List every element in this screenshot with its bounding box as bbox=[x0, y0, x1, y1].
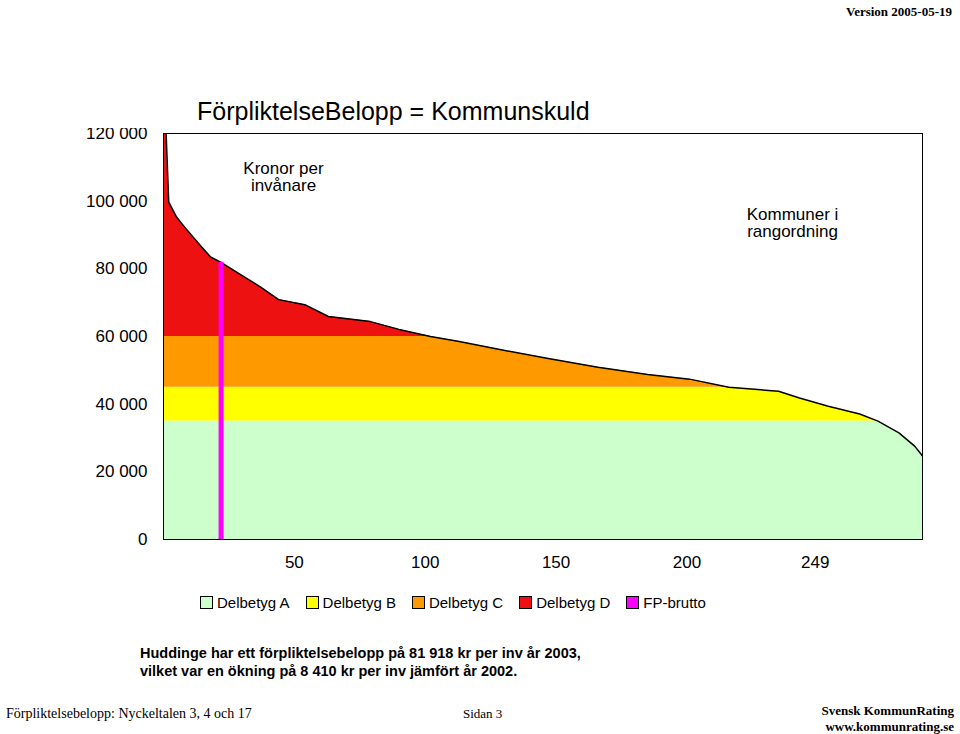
svg-text:50: 50 bbox=[285, 553, 304, 572]
svg-text:120 000: 120 000 bbox=[86, 128, 147, 143]
svg-text:Kommuner irangordning: Kommuner irangordning bbox=[747, 205, 839, 241]
svg-text:150: 150 bbox=[542, 553, 570, 572]
svg-text:40 000: 40 000 bbox=[96, 395, 148, 414]
svg-text:249: 249 bbox=[801, 553, 829, 572]
svg-text:Kronor perinvånare: Kronor perinvånare bbox=[243, 159, 324, 195]
html-text:Svensk KommunRating: Svensk KommunRating bbox=[821, 703, 954, 718]
svg-text:200: 200 bbox=[673, 553, 701, 572]
html-text:Delbetyg C: Delbetyg C bbox=[428, 594, 504, 611]
html-text:Huddinge har ett förpliktelseb: Huddinge har ett förpliktelsebelopp på 8… bbox=[140, 645, 581, 679]
svg-text:0: 0 bbox=[138, 530, 147, 549]
html-text:FörpliktelseBelopp = Kommunsku: FörpliktelseBelopp = Kommunskuld bbox=[197, 97, 590, 125]
html-text:Sidan 3: Sidan 3 bbox=[463, 706, 503, 721]
svg-text:80 000: 80 000 bbox=[96, 259, 148, 278]
html-text:Delbetyg A: Delbetyg A bbox=[217, 594, 290, 611]
svg-text:100: 100 bbox=[411, 553, 439, 572]
html-text:Delbetyg B: Delbetyg B bbox=[322, 594, 396, 611]
svg-text:60 000: 60 000 bbox=[96, 327, 148, 346]
html-text:www.kommunrating.se: www.kommunrating.se bbox=[825, 719, 954, 734]
html-text:Delbetyg D: Delbetyg D bbox=[536, 594, 611, 611]
html-text:Version 2005-05-19: Version 2005-05-19 bbox=[846, 4, 952, 19]
svg-text:100 000: 100 000 bbox=[86, 192, 147, 211]
html-text:Förpliktelsebelopp: Nyckeltale: Förpliktelsebelopp: Nyckeltalen 3, 4 och… bbox=[6, 706, 252, 721]
svg-text:20 000: 20 000 bbox=[96, 462, 148, 481]
html-text:FP-brutto: FP-brutto bbox=[643, 594, 706, 611]
